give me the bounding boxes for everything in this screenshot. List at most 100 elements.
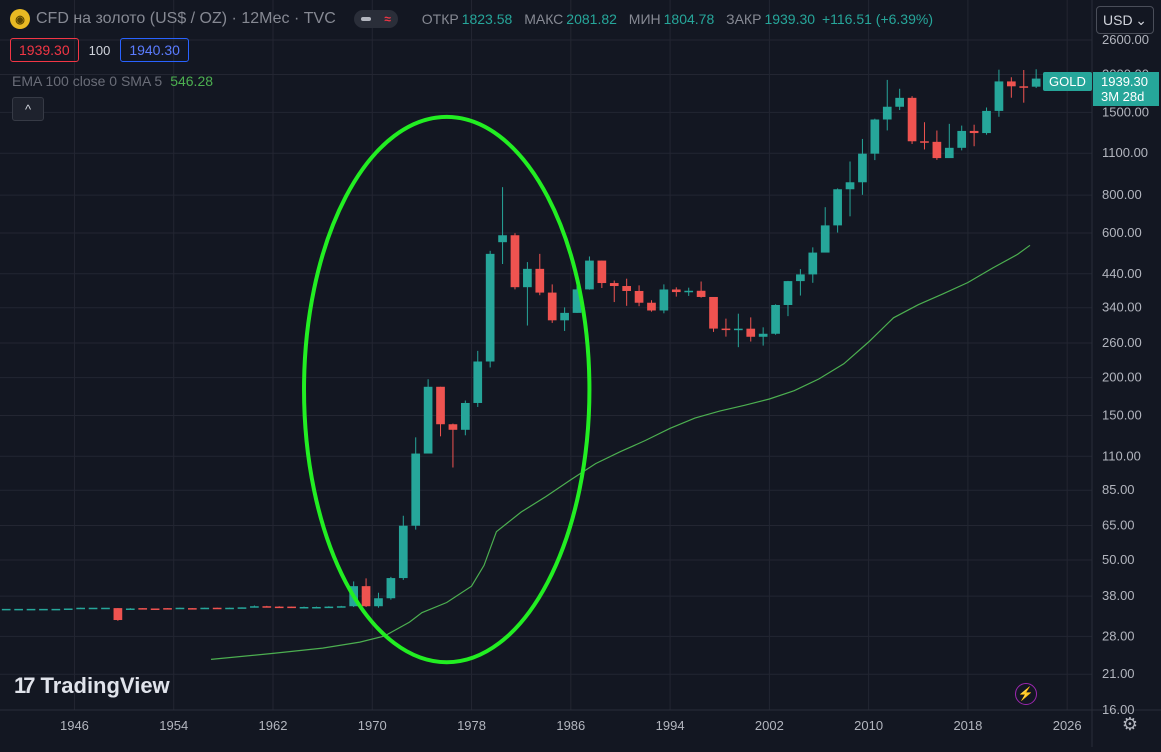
candle-body[interactable] — [547, 292, 557, 321]
candle-body[interactable] — [858, 153, 867, 183]
candle-body[interactable] — [733, 328, 743, 331]
candle-body[interactable] — [622, 286, 632, 291]
candle-body[interactable] — [274, 606, 284, 609]
gear-icon[interactable]: ⚙ — [1121, 714, 1139, 734]
candle-body[interactable] — [808, 252, 818, 275]
candle-body[interactable] — [684, 290, 694, 293]
candle-body[interactable] — [448, 424, 458, 430]
candle-body[interactable] — [101, 607, 110, 610]
candle-body[interactable] — [187, 608, 197, 610]
candle-body[interactable] — [982, 110, 991, 134]
candle-body[interactable] — [386, 578, 396, 599]
candle-body[interactable] — [721, 328, 731, 331]
candle-body[interactable] — [585, 260, 594, 290]
highlight-ellipse[interactable] — [302, 114, 592, 665]
candle-body[interactable] — [398, 525, 408, 579]
symbol-title[interactable]: CFD на золото (US$ / OZ) · 12Мес · TVC — [36, 10, 336, 27]
candle-body[interactable] — [1031, 78, 1041, 87]
candle-body[interactable] — [485, 253, 495, 362]
candle-body[interactable] — [336, 606, 346, 608]
candle-body[interactable] — [312, 606, 321, 609]
time-axis-label: 1978 — [457, 718, 486, 733]
candle-body[interactable] — [150, 608, 160, 610]
candle-body[interactable] — [125, 608, 135, 610]
candle-body[interactable] — [88, 607, 98, 610]
currency-selector[interactable]: USD ⌄ — [1096, 6, 1154, 34]
candle-body[interactable] — [671, 289, 681, 293]
candle-body[interactable] — [523, 268, 532, 288]
candle-body[interactable] — [262, 606, 272, 608]
candle-body[interactable] — [287, 606, 296, 609]
candle-body[interactable] — [14, 608, 23, 611]
candle-body[interactable] — [796, 274, 805, 282]
candle-body[interactable] — [26, 608, 36, 611]
candle-body[interactable] — [510, 235, 520, 288]
candle-body[interactable] — [535, 268, 545, 293]
candle-body[interactable] — [473, 361, 483, 403]
lightning-icon[interactable]: ⚡ — [1015, 683, 1037, 705]
candle-body[interactable] — [1, 608, 11, 611]
candle-body[interactable] — [696, 290, 706, 297]
tradingview-logo[interactable]: 17 TradingView — [14, 673, 170, 699]
candle-body[interactable] — [498, 235, 507, 243]
candle-body[interactable] — [225, 607, 234, 610]
time-axis-label: 2002 — [755, 718, 784, 733]
candle-body[interactable] — [138, 608, 148, 610]
candle-body[interactable] — [237, 607, 247, 609]
candle-body[interactable] — [324, 606, 334, 609]
candle-body[interactable] — [212, 607, 222, 610]
candle-body[interactable] — [200, 607, 210, 610]
candle-body[interactable] — [76, 607, 86, 610]
price-axis-label: 38.00 — [1102, 588, 1135, 603]
candle-body[interactable] — [597, 260, 607, 284]
candle-body[interactable] — [895, 97, 905, 107]
candle-body[interactable] — [299, 606, 309, 609]
candle-body[interactable] — [994, 81, 1004, 111]
candle-body[interactable] — [870, 119, 880, 154]
candle-body[interactable] — [423, 386, 433, 454]
candle-body[interactable] — [609, 283, 619, 287]
candle-body[interactable] — [647, 302, 656, 311]
candle-body[interactable] — [1019, 86, 1029, 88]
candle-body[interactable] — [560, 312, 569, 321]
candle-body[interactable] — [460, 402, 470, 430]
candle-body[interactable] — [63, 608, 73, 610]
candle-body[interactable] — [969, 130, 979, 134]
candle-body[interactable] — [783, 281, 793, 305]
candle-body[interactable] — [250, 606, 259, 608]
candle-body[interactable] — [659, 289, 669, 311]
candle-body[interactable] — [411, 453, 421, 526]
candle-body[interactable] — [820, 225, 830, 253]
candle-body[interactable] — [374, 598, 383, 607]
candle-body[interactable] — [746, 328, 756, 337]
candle-body[interactable] — [833, 189, 842, 226]
time-axis-label: 1970 — [358, 718, 387, 733]
sell-button[interactable]: 1939.30 — [10, 38, 79, 62]
candle-body[interactable] — [572, 289, 582, 313]
candle-body[interactable] — [113, 608, 123, 621]
candle-body[interactable] — [882, 106, 892, 120]
candle-body[interactable] — [175, 607, 185, 610]
candle-body[interactable] — [944, 147, 954, 159]
candle-body[interactable] — [771, 304, 780, 334]
indicator-legend[interactable]: EMA 100 close 0 SMA 5 546.28 — [12, 73, 213, 89]
candle-body[interactable] — [436, 386, 445, 425]
candle-body[interactable] — [709, 296, 718, 329]
candle-body[interactable] — [845, 182, 855, 190]
candle-body[interactable] — [932, 141, 942, 159]
collapse-legend-button[interactable]: ^ — [12, 97, 44, 121]
buy-button[interactable]: 1940.30 — [120, 38, 189, 62]
symbol-visibility-toggle[interactable]: ≈ — [353, 10, 398, 28]
candle-body[interactable] — [39, 608, 48, 611]
candle-body[interactable] — [957, 130, 967, 148]
candle-body[interactable] — [361, 586, 371, 607]
candle-body[interactable] — [51, 608, 61, 611]
candle-body[interactable] — [920, 141, 929, 143]
candle-body[interactable] — [758, 333, 768, 337]
candle-body[interactable] — [907, 97, 917, 142]
candle-body[interactable] — [1006, 81, 1016, 87]
candle-body[interactable] — [634, 290, 644, 303]
candle-body[interactable] — [163, 608, 172, 610]
